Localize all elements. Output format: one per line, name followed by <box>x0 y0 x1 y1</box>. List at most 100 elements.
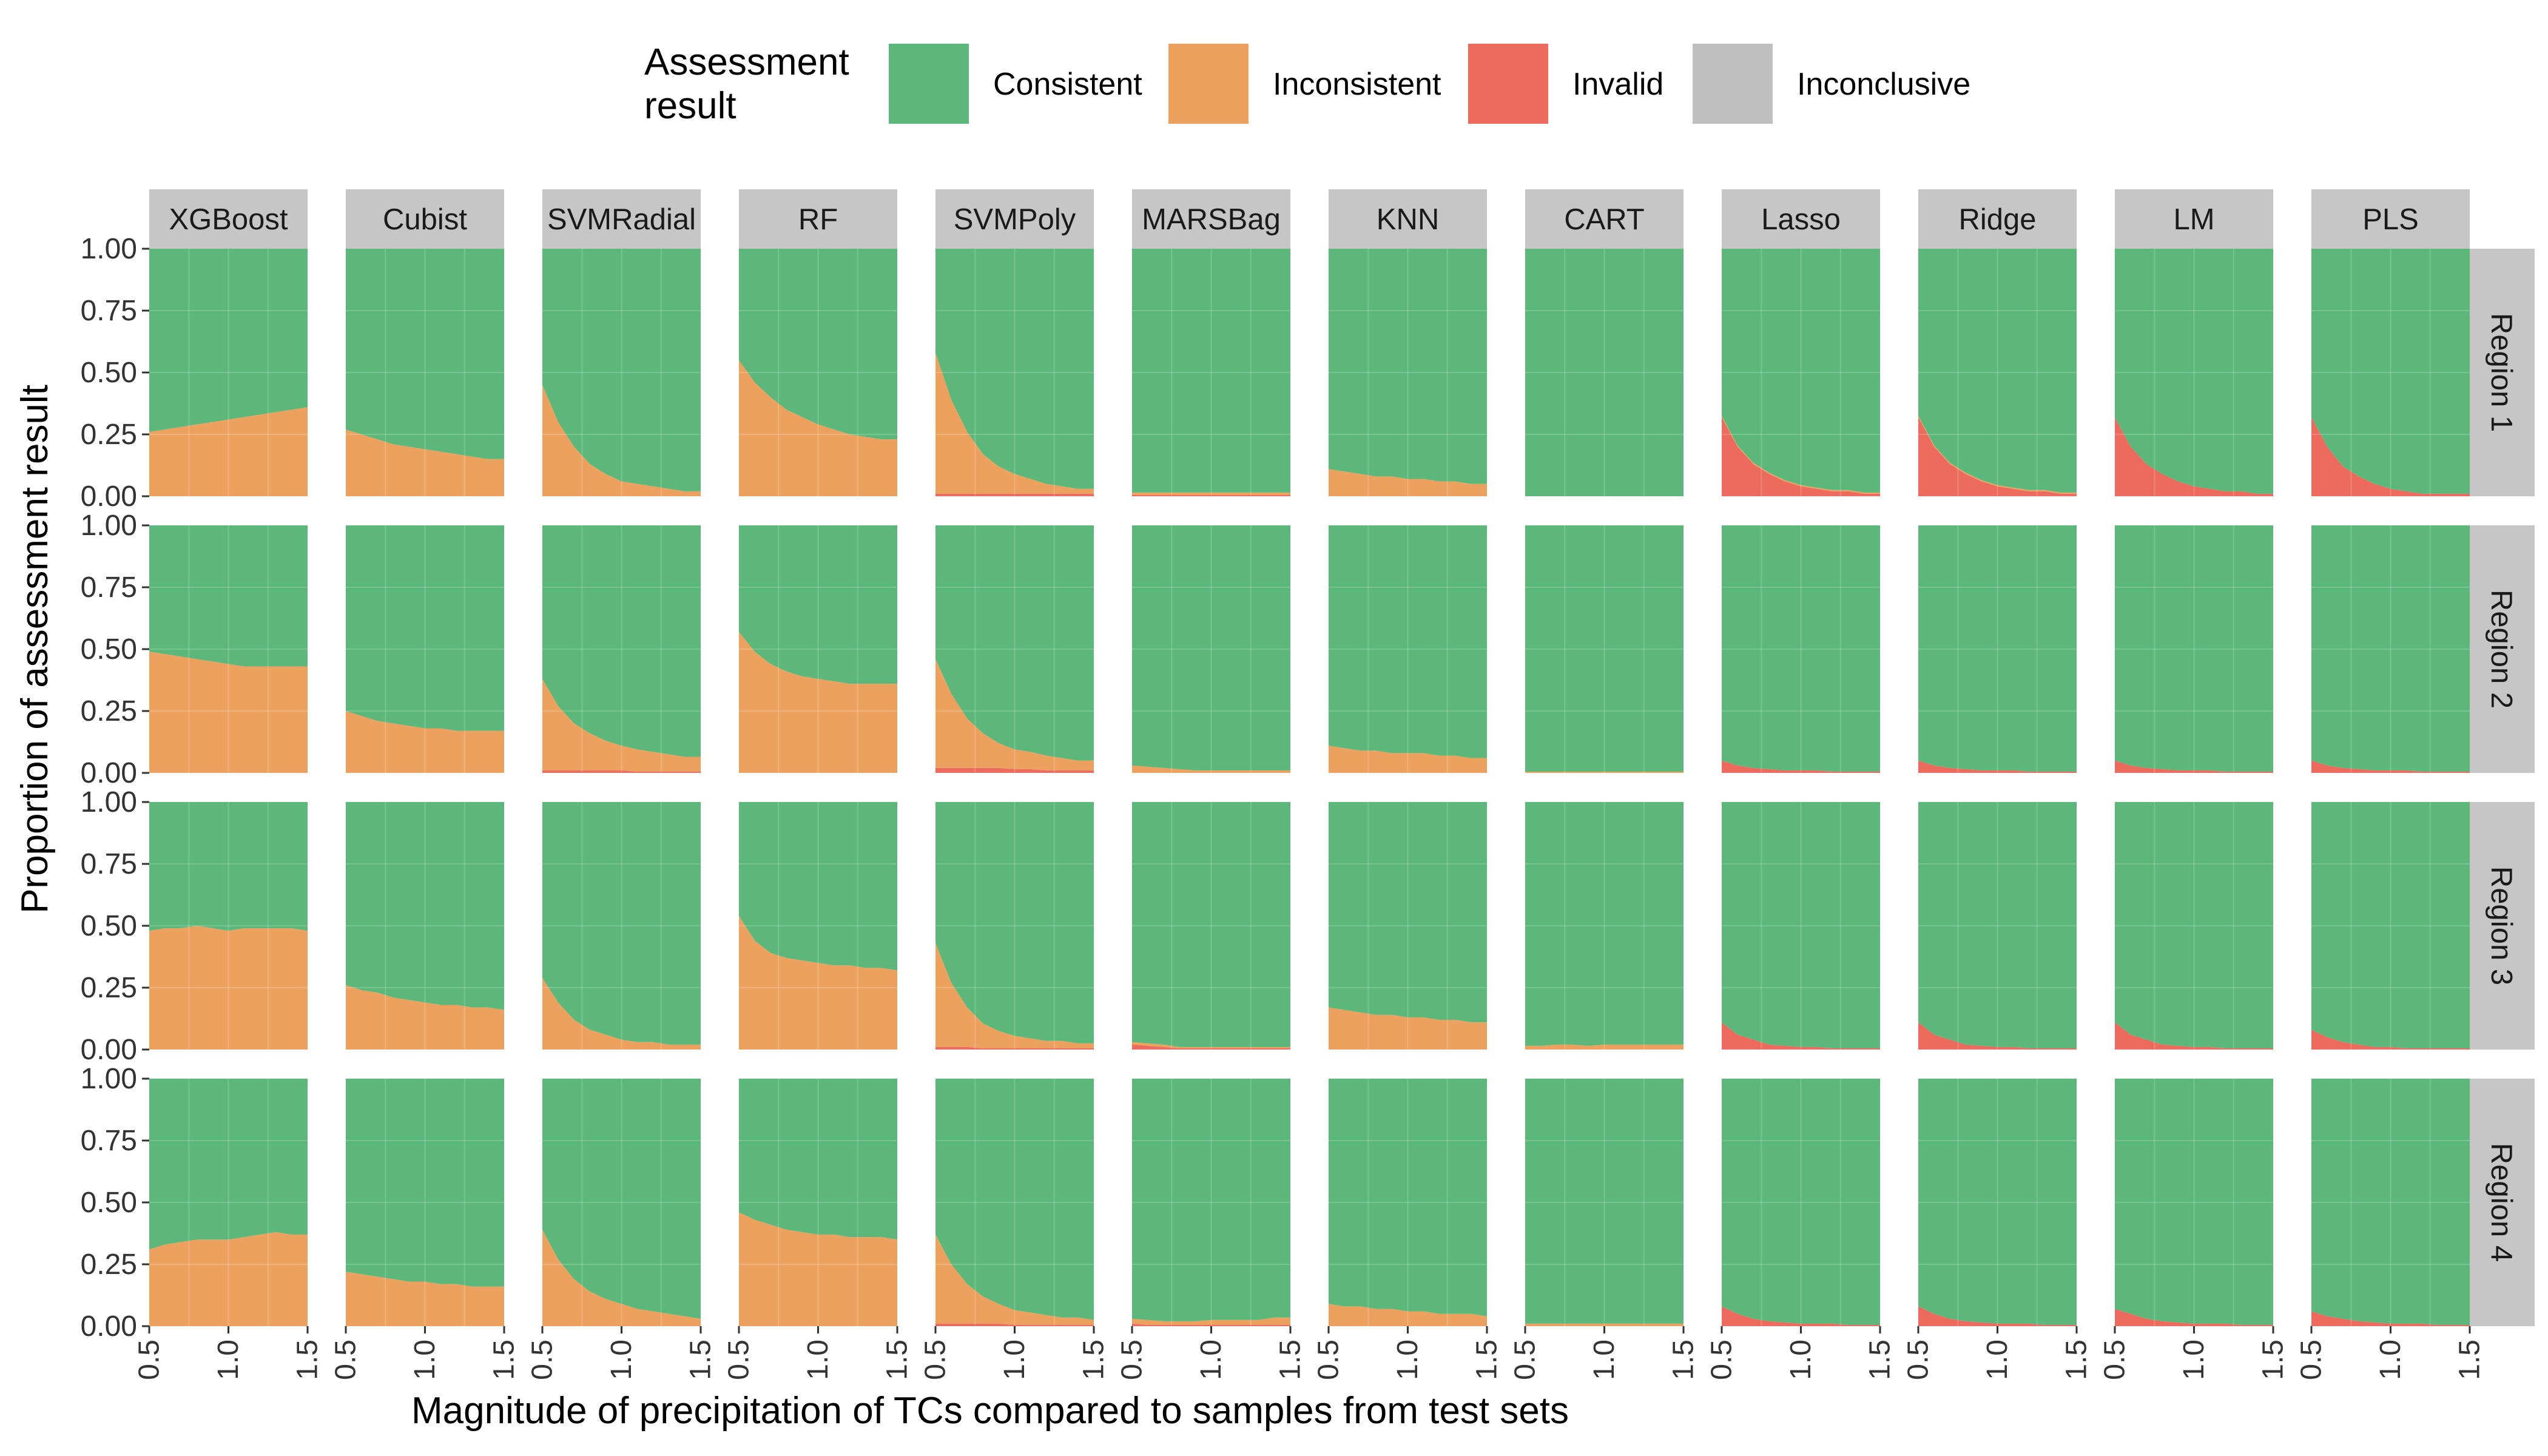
area-invalid-region-1-ridge <box>1918 417 2077 496</box>
area-invalid-region-4-ridge <box>1918 1306 2077 1326</box>
area-consistent-region-4-pls <box>2311 1079 2470 1325</box>
y-tick-label: 0.25 <box>81 972 137 1004</box>
x-tick-label: 0.5 <box>1116 1340 1148 1380</box>
x-tick-label: 1.0 <box>1392 1340 1424 1380</box>
panel-region-2-lasso <box>1722 525 1880 773</box>
area-consistent-region-3-marsbag <box>1132 802 1290 1047</box>
area-consistent-region-3-knn <box>1329 802 1487 1023</box>
y-tick-label: 0.00 <box>81 1034 137 1066</box>
area-consistent-region-3-ridge <box>1918 802 2077 1048</box>
y-tick-label: 0.50 <box>81 633 137 666</box>
panel-region-1-ridge <box>1918 249 2077 496</box>
x-tick-label: 1.0 <box>409 1340 441 1380</box>
panel-region-1-svmradial <box>542 249 701 496</box>
legend-label-inconsistent: Inconsistent <box>1273 67 1441 102</box>
area-consistent-region-1-cart <box>1525 249 1684 496</box>
panel-region-2-cart <box>1525 525 1684 773</box>
x-tick-label: 1.0 <box>1588 1340 1620 1380</box>
area-invalid-region-2-svmradial <box>542 770 701 773</box>
area-consistent-region-2-svmradial <box>542 525 701 757</box>
panel-region-3-marsbag <box>1132 802 1290 1050</box>
area-inconsistent-region-4-marsbag <box>1132 1317 1290 1325</box>
area-consistent-region-4-xgboost <box>149 1079 308 1250</box>
y-tick-label: 0.25 <box>81 695 137 727</box>
y-tick-label: 1.00 <box>81 510 137 542</box>
area-consistent-region-2-cubist <box>346 525 504 731</box>
panel-region-4-lm <box>2115 1079 2273 1326</box>
area-invalid-region-3-lasso <box>1722 1022 1880 1050</box>
area-inconsistent-region-2-xgboost <box>149 652 308 773</box>
area-invalid-region-1-lasso <box>1722 417 1880 496</box>
strip-label-lm: LM <box>2173 203 2214 236</box>
legend-key-inconclusive <box>1693 44 1773 124</box>
legend-key-consistent <box>889 44 969 124</box>
x-tick-label: 1.5 <box>292 1340 324 1380</box>
panel-region-2-lm <box>2115 525 2273 773</box>
panel-region-3-cart <box>1525 802 1684 1050</box>
panel-region-1-pls <box>2311 249 2470 496</box>
panel-region-2-cubist <box>346 525 504 773</box>
panel-region-3-ridge <box>1918 802 2077 1050</box>
panel-region-1-svmpoly <box>935 249 1094 496</box>
panel-region-2-xgboost <box>149 525 308 773</box>
strip-label-region-3: Region 3 <box>2485 866 2518 985</box>
area-invalid-region-4-pls <box>2311 1311 2470 1326</box>
x-tick-label: 1.5 <box>2061 1340 2093 1380</box>
x-tick-label: 1.5 <box>1864 1340 1896 1380</box>
area-consistent-region-4-cubist <box>346 1079 504 1287</box>
panel-region-4-lasso <box>1722 1079 1880 1326</box>
strip-label-region-4: Region 4 <box>2485 1143 2518 1262</box>
area-inconsistent-region-1-knn <box>1329 469 1487 496</box>
area-consistent-region-3-xgboost <box>149 802 308 931</box>
strip-lasso <box>1722 189 1880 249</box>
area-invalid-region-1-pls <box>2311 417 2470 496</box>
x-tick-label: 0.5 <box>1313 1340 1345 1380</box>
area-inconsistent-region-2-cubist <box>346 711 504 773</box>
area-consistent-region-2-pls <box>2311 525 2470 772</box>
x-tick-label: 0.5 <box>1509 1340 1542 1380</box>
legend-key-invalid <box>1468 44 1548 124</box>
panel-region-4-knn <box>1329 1079 1487 1326</box>
x-tick-label: 1.5 <box>488 1340 521 1380</box>
panel-region-3-pls <box>2311 802 2470 1050</box>
panel-region-1-knn <box>1329 249 1487 496</box>
panel-region-4-cubist <box>346 1079 504 1326</box>
area-inconsistent-region-2-marsbag <box>1132 765 1290 773</box>
x-tick-label: 0.5 <box>920 1340 952 1380</box>
y-axis-title: Proportion of assessment result <box>14 385 56 914</box>
strip-pls <box>2311 189 2470 249</box>
area-consistent-region-1-xgboost <box>149 249 308 432</box>
panel-region-1-cubist <box>346 249 504 496</box>
x-tick-label: 0.5 <box>527 1340 559 1380</box>
area-consistent-region-3-rf <box>739 802 897 971</box>
area-consistent-region-2-rf <box>739 525 897 684</box>
area-inconsistent-region-4-svmradial <box>542 1229 701 1326</box>
y-tick-label: 0.75 <box>81 571 137 604</box>
area-inconsistent-region-3-svmradial <box>542 977 701 1050</box>
area-invalid-region-2-svmpoly <box>935 767 1094 773</box>
region-strips: Region 1 Region 2 Region 3 Region 4 <box>2468 249 2535 1326</box>
area-inconsistent-region-3-knn <box>1329 1007 1487 1050</box>
area-consistent-region-2-ridge <box>1918 525 2077 772</box>
area-inconsistent-region-4-rf <box>739 1212 897 1326</box>
x-tick-label: 1.5 <box>685 1340 717 1380</box>
x-tick-label: 1.0 <box>1195 1340 1227 1380</box>
strip-label-marsbag: MARSBag <box>1142 203 1281 236</box>
area-consistent-region-2-svmpoly <box>935 525 1094 761</box>
y-tick-label: 0.00 <box>81 480 137 513</box>
area-invalid-region-1-lm <box>2115 417 2273 496</box>
strip-marsbag <box>1132 189 1290 249</box>
strip-region-1 <box>2468 249 2535 496</box>
x-tick-label: 1.5 <box>881 1340 914 1380</box>
panel-region-3-svmradial <box>542 802 701 1050</box>
panel-region-3-lasso <box>1722 802 1880 1050</box>
strip-label-region-1: Region 1 <box>2485 313 2518 432</box>
panel-region-4-ridge <box>1918 1079 2077 1326</box>
legend-label-consistent: Consistent <box>993 67 1142 102</box>
area-consistent-region-3-svmradial <box>542 802 701 1045</box>
area-consistent-region-4-lasso <box>1722 1079 1880 1325</box>
area-inconsistent-region-1-marsbag <box>1132 492 1290 495</box>
panel-grid <box>149 249 2470 1326</box>
panel-region-2-knn <box>1329 525 1487 773</box>
